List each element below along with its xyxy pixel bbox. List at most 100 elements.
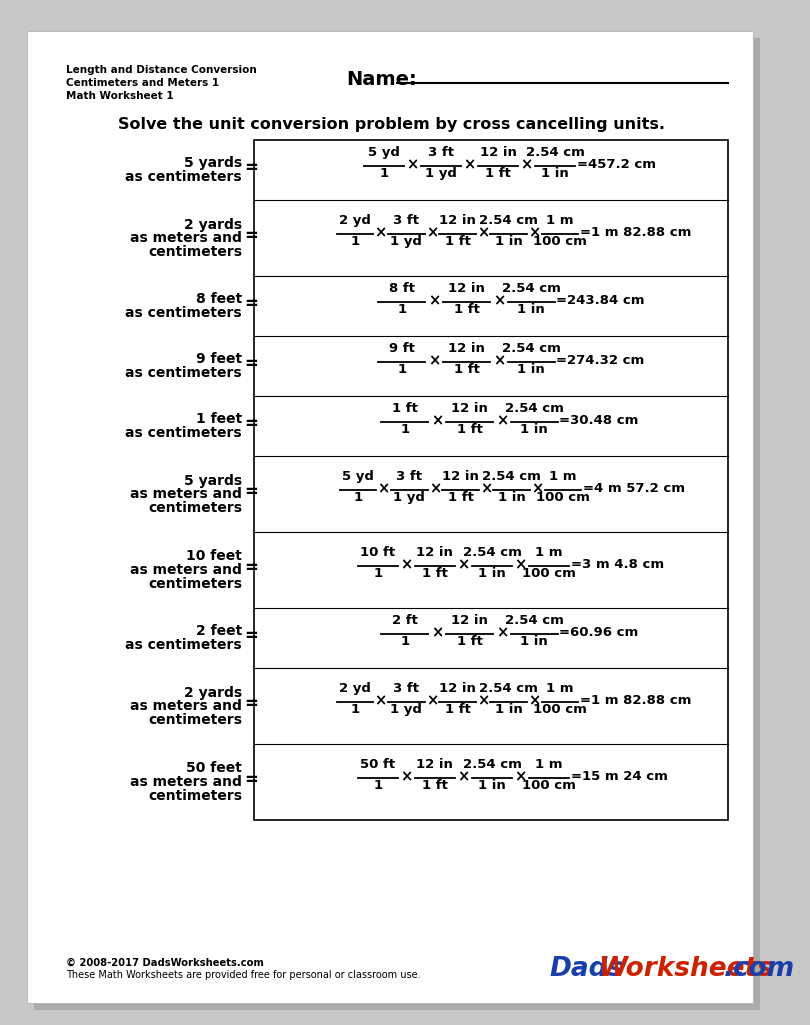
Text: 100 cm: 100 cm <box>522 779 576 792</box>
Text: =457.2 cm: =457.2 cm <box>578 158 656 170</box>
Text: 2.54 cm: 2.54 cm <box>505 614 564 627</box>
Text: =: = <box>245 227 258 245</box>
Text: ×: × <box>477 694 489 708</box>
Text: 1 ft: 1 ft <box>445 703 471 716</box>
Text: ×: × <box>400 558 412 573</box>
Text: 2 yd: 2 yd <box>339 214 371 227</box>
Text: 3 ft: 3 ft <box>393 682 420 695</box>
Text: 10 feet: 10 feet <box>186 549 242 564</box>
Text: 1 in: 1 in <box>521 636 548 648</box>
Text: 1: 1 <box>379 167 389 180</box>
Text: =: = <box>245 771 258 789</box>
Text: 1: 1 <box>397 303 406 316</box>
Text: 50 feet: 50 feet <box>186 762 242 776</box>
Text: as centimeters: as centimeters <box>126 638 242 652</box>
Text: 1 yd: 1 yd <box>390 703 422 716</box>
Text: centimeters: centimeters <box>148 712 242 727</box>
Text: Name:: Name: <box>347 70 417 89</box>
Text: 3 ft: 3 ft <box>396 470 422 483</box>
Bar <box>254 140 728 820</box>
Text: Solve the unit conversion problem by cross cancelling units.: Solve the unit conversion problem by cro… <box>118 117 666 132</box>
Text: Math Worksheet 1: Math Worksheet 1 <box>66 91 173 101</box>
Text: ×: × <box>492 293 505 309</box>
Text: 2 ft: 2 ft <box>392 614 418 627</box>
Text: 2.54 cm: 2.54 cm <box>482 470 541 483</box>
Text: Length and Distance Conversion: Length and Distance Conversion <box>66 65 257 75</box>
Text: ×: × <box>514 558 526 573</box>
Text: 2.54 cm: 2.54 cm <box>480 682 538 695</box>
Text: 1 m: 1 m <box>535 546 563 559</box>
Text: ×: × <box>407 158 419 172</box>
Text: 2.54 cm: 2.54 cm <box>463 546 522 559</box>
Text: as centimeters: as centimeters <box>126 366 242 379</box>
Text: ×: × <box>377 482 390 496</box>
Text: 5 yards: 5 yards <box>184 156 242 170</box>
Text: ×: × <box>374 694 386 708</box>
Text: 100 cm: 100 cm <box>522 567 576 580</box>
Text: ×: × <box>426 226 438 241</box>
Text: ×: × <box>528 226 540 241</box>
Text: ×: × <box>458 770 470 784</box>
Text: as meters and: as meters and <box>130 775 242 789</box>
Text: 12 in: 12 in <box>439 214 476 227</box>
Text: 1 in: 1 in <box>495 703 522 716</box>
Text: 1 ft: 1 ft <box>454 303 480 316</box>
Text: ×: × <box>528 694 540 708</box>
Text: ×: × <box>514 770 526 784</box>
Text: ×: × <box>400 770 412 784</box>
Text: 100 cm: 100 cm <box>536 491 590 504</box>
Text: =60.96 cm: =60.96 cm <box>560 625 639 639</box>
Text: 1 ft: 1 ft <box>422 779 448 792</box>
Text: 50 ft: 50 ft <box>360 758 395 771</box>
Text: centimeters: centimeters <box>148 245 242 258</box>
Text: as meters and: as meters and <box>130 563 242 577</box>
Text: ×: × <box>496 625 508 641</box>
Text: =15 m 24 cm: =15 m 24 cm <box>571 770 668 782</box>
Text: =1 m 82.88 cm: =1 m 82.88 cm <box>581 694 692 706</box>
Text: Worksheets: Worksheets <box>598 956 773 982</box>
Text: 1 m: 1 m <box>546 214 573 227</box>
Text: 1 in: 1 in <box>498 491 526 504</box>
Text: centimeters: centimeters <box>148 500 242 515</box>
Text: ×: × <box>428 293 440 309</box>
Text: 12 in: 12 in <box>451 402 488 415</box>
Text: 1 ft: 1 ft <box>422 567 448 580</box>
Text: 1 feet: 1 feet <box>196 412 242 426</box>
Text: 1 in: 1 in <box>518 363 545 376</box>
Text: 2.54 cm: 2.54 cm <box>505 402 564 415</box>
Text: ×: × <box>428 354 440 369</box>
Text: 1 ft: 1 ft <box>445 235 471 248</box>
Text: 12 in: 12 in <box>451 614 488 627</box>
Text: ×: × <box>458 558 470 573</box>
Text: 5 yd: 5 yd <box>368 146 400 159</box>
Text: centimeters: centimeters <box>148 576 242 590</box>
Text: 1 in: 1 in <box>495 235 522 248</box>
Text: 8 ft: 8 ft <box>389 282 415 295</box>
Text: as centimeters: as centimeters <box>126 305 242 320</box>
Text: .com: .com <box>724 956 795 982</box>
Text: 1 ft: 1 ft <box>448 491 473 504</box>
Text: =: = <box>245 483 258 501</box>
Text: 1: 1 <box>353 491 362 504</box>
Text: 2 yards: 2 yards <box>184 686 242 699</box>
Text: 12 in: 12 in <box>416 758 454 771</box>
Text: 1: 1 <box>400 636 409 648</box>
Text: ×: × <box>374 226 386 241</box>
Text: =4 m 57.2 cm: =4 m 57.2 cm <box>583 482 685 494</box>
Text: ×: × <box>477 226 489 241</box>
Text: 1 yd: 1 yd <box>393 491 425 504</box>
Text: 1 m: 1 m <box>535 758 563 771</box>
Text: 100 cm: 100 cm <box>533 235 587 248</box>
Text: ×: × <box>428 482 441 496</box>
Text: 1 in: 1 in <box>521 423 548 436</box>
Text: 2 yd: 2 yd <box>339 682 371 695</box>
Text: 2.54 cm: 2.54 cm <box>463 758 522 771</box>
Text: 12 in: 12 in <box>448 342 485 355</box>
Text: 1 ft: 1 ft <box>457 423 483 436</box>
Text: 10 ft: 10 ft <box>360 546 395 559</box>
Text: 2.54 cm: 2.54 cm <box>502 282 561 295</box>
Text: as meters and: as meters and <box>130 487 242 501</box>
Text: as meters and: as meters and <box>130 699 242 713</box>
Text: 5 yd: 5 yd <box>342 470 374 483</box>
Text: 1 in: 1 in <box>541 167 569 180</box>
